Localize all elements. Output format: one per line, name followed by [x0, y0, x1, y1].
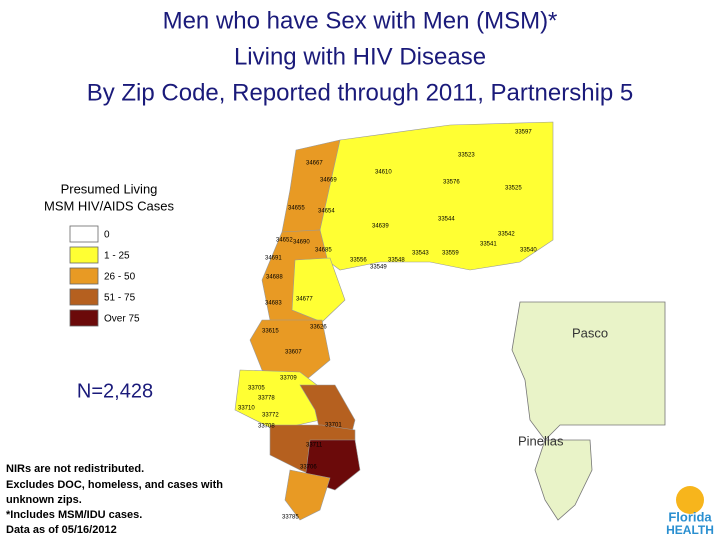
- zip-label: 34639: [372, 224, 389, 230]
- legend-swatch: [69, 309, 99, 327]
- zip-label: 33544: [438, 217, 455, 223]
- zip-label: 33607: [285, 350, 302, 356]
- zip-label: 33705: [248, 386, 265, 392]
- map-region: [284, 469, 331, 521]
- total: N=2,428: [77, 380, 153, 402]
- zip-label: 33701: [325, 423, 342, 429]
- note: *Includes MSM/IDU cases.: [6, 509, 142, 521]
- legend-swatch: [69, 267, 99, 285]
- zip-label: 33559: [442, 251, 459, 257]
- county-pinellas: [534, 439, 593, 521]
- legend-label: 0: [104, 230, 110, 241]
- zip-label: 33542: [498, 232, 515, 238]
- zip-label: 33540: [520, 248, 537, 254]
- zip-label: 33549: [370, 265, 387, 271]
- zip-label: 33709: [280, 376, 297, 382]
- legend-title: Presumed Living: [61, 181, 158, 196]
- note: Data as of 05/16/2012: [6, 524, 117, 536]
- zip-label: 34683: [265, 301, 282, 307]
- title-line: Living with HIV Disease: [234, 43, 486, 70]
- legend-swatch: [69, 288, 99, 306]
- title-line: By Zip Code, Reported through 2011, Part…: [87, 79, 634, 106]
- zip-label: 33708: [258, 424, 275, 430]
- zip-label: 33778: [258, 396, 275, 402]
- zip-label: 34655: [288, 206, 305, 212]
- zip-label: 33706: [300, 465, 317, 471]
- zip-label: 33525: [505, 186, 522, 192]
- zip-labels: 33597 33523 34667 34610 33576 33525 3466…: [238, 130, 537, 521]
- zip-label: 33626: [310, 325, 327, 331]
- logo-text: HEALTH: [666, 523, 714, 537]
- zip-label: 33556: [350, 258, 367, 264]
- legend-label: Over 75: [104, 314, 140, 325]
- zip-label: 33523: [458, 153, 475, 159]
- county-label: Pasco: [572, 325, 608, 340]
- zip-label: 33785: [282, 515, 299, 521]
- zip-label: 33543: [412, 251, 429, 257]
- zip-label: 33576: [443, 180, 460, 186]
- zip-label: 34669: [320, 178, 337, 184]
- zip-label: 34667: [306, 161, 323, 167]
- zip-label: 34654: [318, 209, 335, 215]
- legend-label: 26 - 50: [104, 272, 136, 283]
- zip-label: 34690: [293, 240, 310, 246]
- zip-label: 34610: [375, 170, 392, 176]
- note: unknown zips.: [6, 494, 82, 506]
- zip-label: 34652: [276, 238, 293, 244]
- zip-label: 33711: [306, 443, 323, 449]
- notes: NIRs are not redistributed. Excludes DOC…: [6, 463, 223, 536]
- map-region: [317, 121, 554, 271]
- zip-label: 33541: [480, 242, 497, 248]
- note: Excludes DOC, homeless, and cases with: [6, 479, 223, 491]
- zip-label: 33597: [515, 130, 532, 136]
- title-line: Men who have Sex with Men (MSM)*: [163, 7, 558, 34]
- note: NIRs are not redistributed.: [6, 463, 144, 475]
- zip-label: 33710: [238, 406, 255, 412]
- legend-swatch: [69, 246, 99, 264]
- logo-text: Florida: [668, 509, 712, 524]
- zip-label: 34685: [315, 248, 332, 254]
- legend-swatch: [69, 225, 99, 243]
- legend-label: 51 - 75: [104, 293, 136, 304]
- zip-label: 33548: [388, 258, 405, 264]
- zip-label: 33772: [262, 413, 279, 419]
- zip-label: 34688: [266, 275, 283, 281]
- legend-title: MSM HIV/AIDS Cases: [44, 198, 175, 213]
- logo: Florida HEALTH: [662, 478, 718, 537]
- legend: 0 1 - 25 26 - 50 51 - 75 Over 75: [69, 225, 140, 327]
- zip-label: 34677: [296, 297, 313, 303]
- zip-label: 34691: [265, 256, 282, 262]
- county-label: Pinellas: [518, 433, 564, 448]
- legend-label: 1 - 25: [104, 251, 130, 262]
- zip-label: 33615: [262, 329, 279, 335]
- map-region: [291, 257, 346, 323]
- county-pasco: [511, 301, 666, 441]
